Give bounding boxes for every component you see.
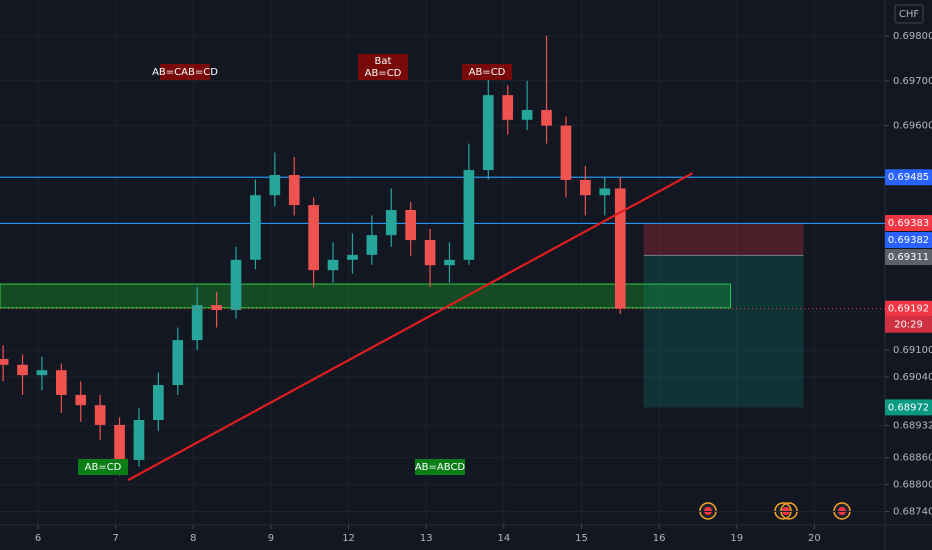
y-tick-label: 0.69700: [893, 76, 932, 87]
y-tick-label: 0.69040: [893, 372, 932, 383]
candle-body: [0, 358, 9, 365]
x-tick-label: 14: [497, 533, 510, 544]
candle-body: [211, 305, 222, 311]
pattern-label: AB=CD: [365, 68, 402, 79]
candle-body: [269, 175, 281, 196]
price-tag-label: 0.69485: [888, 172, 929, 183]
pattern-label: Bat: [375, 56, 392, 67]
candle-body: [153, 385, 164, 420]
pattern-label-box: [160, 64, 210, 80]
candle-body: [614, 188, 626, 309]
candle-body: [308, 205, 319, 271]
event-icons: [699, 502, 851, 520]
pattern-label-box: [358, 54, 408, 80]
price-tag: [885, 300, 932, 317]
price-tag: [885, 215, 932, 232]
candle-body: [114, 424, 125, 460]
currency-box[interactable]: [894, 4, 924, 24]
x-tick-label: 7: [112, 533, 118, 544]
x-tick-label: 13: [420, 533, 433, 544]
candle-body: [463, 170, 475, 260]
y-tick-label: 0.68860: [893, 453, 932, 464]
candle-body: [172, 340, 184, 385]
candle-body: [560, 125, 572, 180]
y-tick-label: 0.69800: [893, 31, 932, 42]
candle-body: [230, 259, 242, 311]
price-tag: [885, 249, 932, 266]
price-tag-label: 0.69192: [888, 304, 929, 315]
candle-body: [191, 305, 203, 341]
candle-body: [75, 394, 87, 406]
price-tag-label: 0.68972: [888, 402, 929, 413]
x-tick-label: 19: [730, 533, 743, 544]
candle-body: [36, 370, 48, 376]
x-tick-label: 12: [342, 533, 355, 544]
price-tag: [885, 399, 932, 416]
price-tag-label: 0.69311: [888, 252, 929, 263]
price-tag-label: 0.69382: [888, 235, 929, 246]
pattern-label: AB=ABCD: [415, 462, 466, 473]
x-tick-label: 8: [190, 533, 196, 544]
candle-body: [599, 188, 611, 196]
x-tick-label: 15: [575, 533, 588, 544]
trend-line: [127, 172, 693, 482]
y-tick-label: 0.68740: [893, 507, 932, 518]
price-tag: [885, 232, 932, 249]
y-tick-label: 0.68932: [893, 420, 932, 431]
pattern-label: AB=CAB=CD: [152, 67, 218, 78]
target-area: [643, 255, 804, 408]
stop-area: [643, 223, 804, 256]
currency-label[interactable]: CHF: [899, 9, 920, 20]
candle-body: [444, 259, 455, 266]
candle-body: [424, 240, 436, 266]
y-tick-label: 0.69100: [893, 345, 932, 356]
support-zone: [0, 283, 732, 309]
candle-body: [17, 364, 28, 376]
candle-body: [288, 175, 300, 206]
pattern-label-box: [415, 459, 465, 475]
candle-body: [94, 405, 106, 425]
candle-body: [250, 195, 261, 260]
candle-body: [385, 210, 397, 236]
candle-body: [55, 370, 67, 395]
pattern-label-box: [78, 459, 128, 475]
y-tick-label: 0.68800: [893, 480, 932, 491]
countdown-tag: [885, 316, 932, 333]
countdown-label: 20:29: [894, 320, 923, 331]
event-icon-dot: [838, 507, 846, 515]
candle-body: [327, 259, 339, 271]
pattern-label-box: [462, 64, 512, 80]
candle-body: [541, 109, 552, 126]
price-tag: [885, 169, 932, 186]
event-icon-dot: [782, 507, 790, 515]
candle-body: [347, 254, 358, 260]
candle-body: [521, 109, 533, 120]
event-icon-dot: [704, 507, 712, 515]
pattern-label: AB=CD: [469, 67, 506, 78]
x-tick-label: 9: [268, 533, 274, 544]
candle-body: [133, 420, 145, 460]
event-icon[interactable]: [780, 502, 798, 520]
x-tick-label: 20: [808, 533, 821, 544]
x-tick-label: 6: [35, 533, 41, 544]
pattern-label: AB=CD: [85, 462, 122, 473]
x-tick-label: 16: [653, 533, 666, 544]
candle-body: [502, 95, 514, 120]
candle-body: [580, 179, 591, 196]
y-tick-label: 0.69600: [893, 121, 932, 132]
candle-body: [482, 95, 494, 171]
candle-body: [366, 235, 378, 255]
price-tag-label: 0.69383: [888, 218, 929, 229]
candle-body: [405, 210, 417, 241]
